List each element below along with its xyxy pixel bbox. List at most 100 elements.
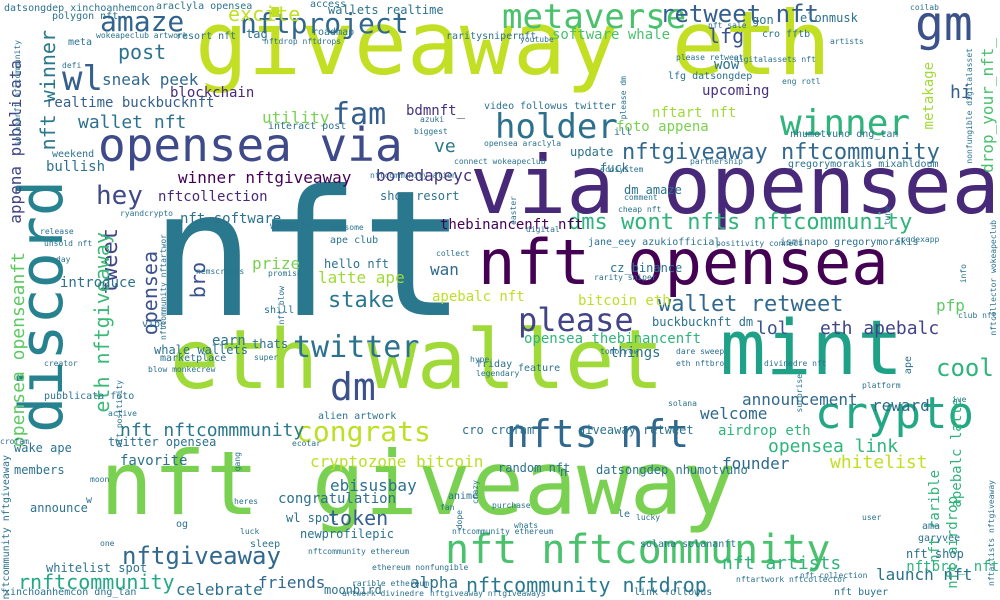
cloud-word: partnership xyxy=(690,157,743,166)
cloud-word: nftgiveaway nftcommunity xyxy=(622,140,940,165)
cloud-word: nftcommunity ethereum xyxy=(452,527,554,536)
cloud-word: utility xyxy=(262,108,330,127)
cloud-word: friends xyxy=(258,573,326,592)
cloud-word: ive xyxy=(952,395,967,404)
cloud-word: favorite xyxy=(120,453,188,469)
cloud-word: sneak peek xyxy=(102,70,199,89)
cloud-word: eng rotl xyxy=(782,77,821,86)
cloud-word: blockchain xyxy=(170,85,255,101)
cloud-word: gang xyxy=(233,452,242,472)
cloud-word: creator xyxy=(44,359,78,368)
cloud-word: metakage xyxy=(921,62,937,130)
cloud-word: positivity connect xyxy=(716,239,803,248)
cloud-word: boredapeyc xyxy=(376,166,473,185)
cloud-word: rarity sniper xyxy=(594,273,657,282)
cloud-word: congratulation xyxy=(278,491,397,507)
cloud-word: whats xyxy=(514,521,539,530)
cloud-word: celebrate xyxy=(176,580,263,599)
cloud-word: fuck xyxy=(600,161,629,175)
cloud-word: nfts nft xyxy=(506,412,690,456)
cloud-word: le xyxy=(618,509,631,520)
cloud-word: datsongdep nhumotvuno xyxy=(596,463,748,477)
cloud-word: nftartists nftgiveaway xyxy=(987,480,996,586)
cloud-word: nftcommunity ethereum xyxy=(308,547,410,556)
cloud-word: wallet nft xyxy=(78,112,187,133)
cloud-word: bitcoin eth xyxy=(578,293,671,309)
cloud-word: congrats xyxy=(296,415,431,448)
cloud-word: earn xyxy=(212,333,246,349)
cloud-word: alien artwork xyxy=(318,411,397,422)
cloud-word: interact post xyxy=(268,121,347,132)
cloud-word: cz_binance xyxy=(610,261,683,275)
cloud-word: stake xyxy=(328,288,395,313)
cloud-word: software whale xyxy=(552,27,671,43)
cloud-word: friday xyxy=(476,359,513,370)
cloud-word: crazy xyxy=(471,480,480,505)
cloud-word: nftproject xyxy=(240,7,409,40)
cloud-word: things xyxy=(610,345,661,361)
cloud-word: coilab xyxy=(910,3,939,12)
cloud-word: introduce xyxy=(60,275,136,291)
cloud-word: day xyxy=(56,255,71,264)
cloud-word: moon xyxy=(90,475,110,484)
cloud-word: eth apebalc xyxy=(820,318,940,339)
cloud-word: polygon nft xyxy=(52,11,119,22)
cloud-word: easter xyxy=(509,196,518,225)
cloud-word: nemscronos xyxy=(196,267,245,276)
cloud-word: nftcollector wokeapeclub xyxy=(989,220,998,336)
cloud-word: unsold nft xyxy=(44,239,93,248)
cloud-word: thebinancenft nft xyxy=(440,217,584,233)
cloud-word: dm xyxy=(330,365,376,409)
cloud-word: hi xyxy=(950,82,972,103)
cloud-word: weekend xyxy=(52,149,95,160)
cloud-word: latte ape xyxy=(318,268,405,287)
cloud-word: foto appena xyxy=(616,119,709,135)
cloud-word: ethereum nonfungible xyxy=(372,563,469,572)
cloud-word: cro crofam xyxy=(462,423,535,437)
cloud-word: nftcommunity nftdrop xyxy=(466,573,707,597)
cloud-word: reward xyxy=(872,396,930,415)
cloud-word: please retweet xyxy=(676,53,744,62)
cloud-word: gm xyxy=(915,0,973,52)
cloud-word: raritysnipernft xyxy=(446,31,537,42)
cloud-word: gregorymorakis mixahldoum xyxy=(788,159,939,170)
cloud-word: bdmnft_ xyxy=(406,103,466,119)
cloud-word: giveaway retweet xyxy=(578,423,694,437)
cloud-word: platform xyxy=(862,381,901,390)
cloud-word: nonfungible digitalasset xyxy=(965,48,974,164)
cloud-word: opensea via xyxy=(98,118,403,172)
cloud-word: cheap nft xyxy=(618,205,662,214)
cloud-word: nft positivity xyxy=(115,380,124,448)
cloud-word: defi xyxy=(62,61,82,70)
cloud-word: ebisusbay xyxy=(330,476,417,495)
cloud-word: shop resort xyxy=(380,189,460,203)
cloud-word: club nft xyxy=(958,311,997,320)
cloud-word: realtime buckbucknft xyxy=(46,95,215,111)
cloud-word: dms wont nfts nftcommunity xyxy=(568,210,913,235)
cloud-word: wl xyxy=(62,59,103,99)
cloud-word: winner xyxy=(780,103,911,144)
cloud-word: excite xyxy=(228,2,301,26)
cloud-word: release xyxy=(40,227,74,236)
cloud-word: cool xyxy=(936,354,994,382)
cloud-word: crofam xyxy=(0,437,29,446)
cloud-word: twitter opensea xyxy=(108,435,217,449)
cloud-word: giveaway eth xyxy=(195,0,831,95)
cloud-word: digital xyxy=(526,225,560,234)
cloud-word: pfp xyxy=(936,296,965,315)
cloud-word: lfg datsongdep xyxy=(668,71,753,82)
cloud-word: bullish xyxy=(46,159,106,175)
cloud-word: blow monkecrew xyxy=(148,365,216,374)
cloud-word: nft artists xyxy=(722,553,842,574)
cloud-word: purchase xyxy=(492,501,531,510)
cloud-word: gon xyxy=(752,13,774,27)
cloud-word: nftdrop nftdrops xyxy=(264,37,342,46)
cloud-word: ryandcrypto xyxy=(120,209,173,218)
cloud-word: n xyxy=(560,465,568,479)
cloud-word: crodexapp xyxy=(896,235,940,244)
cloud-word: cryptozone bitcoin xyxy=(310,452,484,471)
cloud-word: eth wallet xyxy=(170,313,664,408)
cloud-word: random nft xyxy=(498,461,571,475)
cloud-word: solana solananft xyxy=(640,539,737,550)
cloud-word: dm amaze xyxy=(624,183,682,197)
